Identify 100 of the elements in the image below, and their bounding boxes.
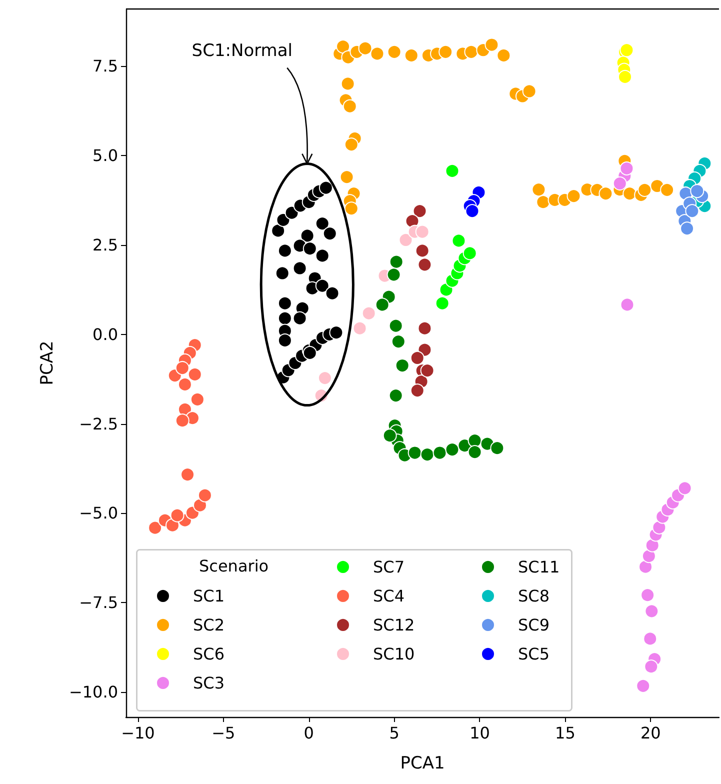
point	[680, 222, 694, 236]
point	[645, 538, 660, 552]
point	[302, 346, 317, 360]
point	[391, 334, 406, 349]
point	[464, 44, 478, 59]
point	[358, 41, 372, 56]
point	[190, 392, 204, 406]
point	[386, 268, 401, 282]
legend-label: SC4	[373, 586, 405, 606]
point	[636, 678, 650, 693]
point	[302, 242, 317, 256]
point	[522, 84, 536, 98]
point	[278, 244, 292, 258]
point	[412, 204, 427, 218]
point	[300, 228, 314, 243]
point	[180, 468, 195, 482]
legend-label: SC5	[518, 644, 550, 664]
point	[445, 442, 460, 457]
legend-label: SC12	[373, 616, 415, 634]
point	[638, 182, 652, 197]
point	[644, 604, 659, 618]
point	[418, 321, 432, 336]
point	[318, 371, 332, 386]
point	[532, 182, 546, 197]
legend-label: SC9	[518, 616, 550, 634]
legend-label: SC10	[373, 644, 415, 664]
point	[271, 224, 286, 238]
point	[370, 46, 384, 61]
x-tick-label: 0	[304, 724, 314, 742]
legend-label: SC3	[193, 674, 225, 692]
point	[410, 384, 424, 398]
point	[415, 224, 430, 239]
point	[344, 202, 358, 216]
point	[496, 48, 511, 62]
x-tick-label: 10	[470, 724, 490, 742]
point	[315, 278, 330, 293]
point	[278, 333, 292, 348]
point	[452, 234, 466, 248]
point	[642, 549, 656, 564]
legend-label: SC1	[193, 586, 225, 606]
point	[329, 326, 344, 340]
point	[644, 660, 658, 674]
legend-label: SC2	[193, 616, 225, 634]
x-axis-title: PCA1	[400, 754, 445, 774]
point	[292, 261, 307, 276]
y-tick-label: 0.0	[92, 324, 118, 344]
point	[388, 318, 403, 333]
point	[404, 48, 418, 62]
point	[275, 266, 290, 280]
y-tick-label: −2.5	[79, 414, 118, 434]
point	[643, 632, 658, 646]
point	[468, 445, 482, 460]
point	[408, 446, 422, 460]
legend-label: SC7	[373, 558, 405, 576]
y-tick-label: 2.5	[92, 236, 118, 254]
x-tick-label: 15	[555, 724, 576, 742]
point	[435, 296, 450, 310]
point	[660, 182, 674, 197]
y-axis-title: PCA2	[38, 340, 58, 386]
point	[622, 186, 637, 201]
legend-label: SC8	[518, 586, 550, 606]
legend-label: SC6	[193, 644, 225, 664]
point	[342, 99, 357, 114]
point	[375, 298, 390, 312]
point	[652, 520, 666, 534]
point	[484, 38, 499, 52]
x-tick-label: 5	[389, 724, 400, 742]
point	[276, 212, 290, 227]
point	[566, 189, 581, 204]
point	[188, 367, 202, 382]
point	[612, 176, 627, 190]
point	[325, 286, 340, 300]
point	[362, 306, 376, 320]
point	[382, 428, 397, 443]
point	[175, 361, 190, 375]
point	[536, 195, 550, 210]
x-tick-label: −5	[212, 724, 236, 742]
point	[395, 358, 410, 372]
annotation: SC1:Normal	[192, 40, 293, 61]
x-tick-label: −10	[121, 724, 155, 742]
y-tick-label: −10.0	[68, 682, 118, 702]
point	[690, 184, 704, 198]
point	[432, 446, 447, 460]
point	[318, 180, 333, 195]
point	[410, 350, 424, 365]
point	[193, 498, 207, 512]
point	[292, 311, 307, 326]
point	[322, 226, 337, 241]
point	[415, 244, 430, 258]
point	[685, 204, 700, 218]
legend-label: SC11	[518, 558, 560, 576]
point	[148, 520, 162, 535]
point	[315, 216, 330, 231]
point	[640, 588, 655, 602]
point	[398, 232, 413, 247]
point	[340, 76, 355, 91]
point	[462, 246, 477, 260]
point	[418, 258, 432, 272]
y-tick-label: 5.0	[92, 146, 118, 166]
point	[490, 441, 504, 456]
